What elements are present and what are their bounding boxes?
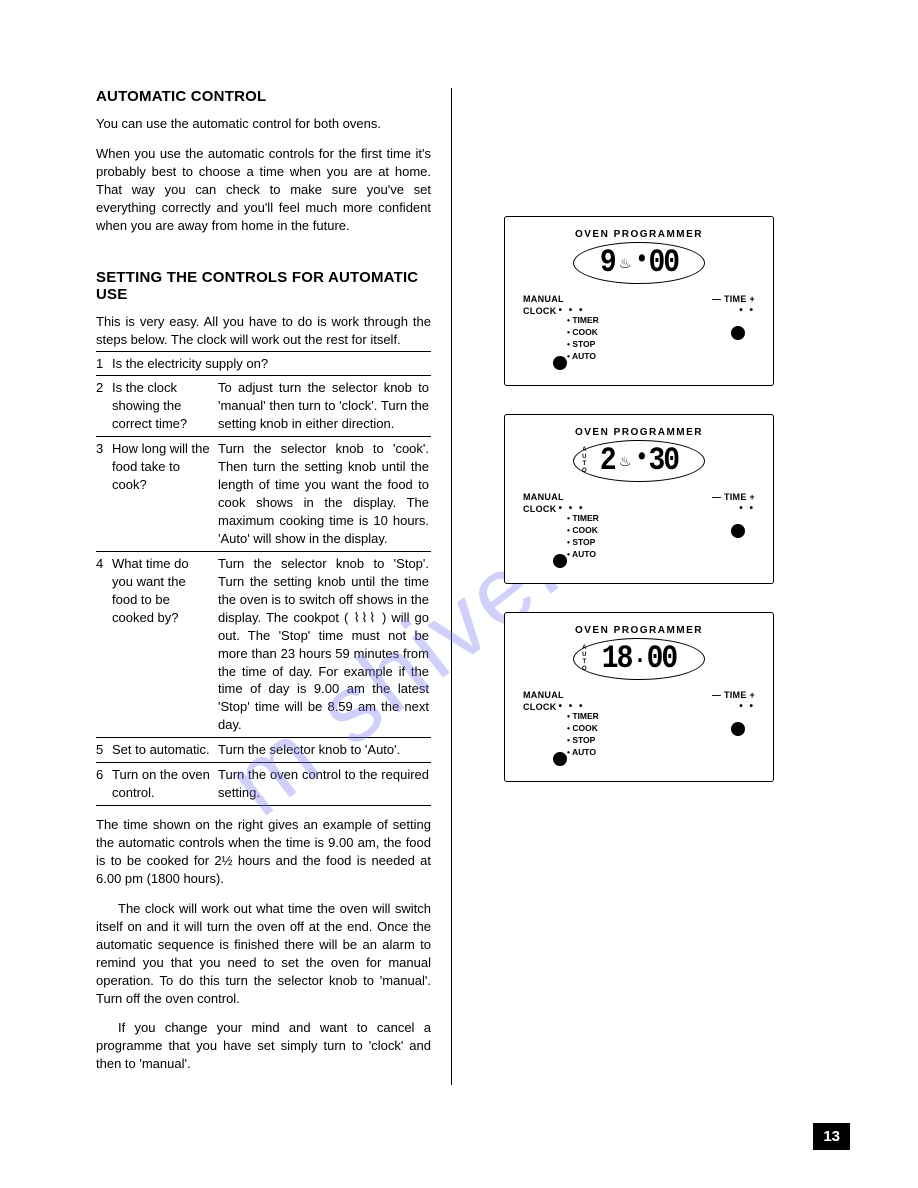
manual-label: MANUAL [523,690,564,700]
para-cancel: If you change your mind and want to canc… [96,1019,431,1073]
display-digits: 18 [602,641,632,677]
time-label: — TIME + [712,294,755,304]
time-dots: • • [739,701,755,712]
manual-label: MANUAL [523,294,564,304]
step-num: 2 [96,376,112,437]
panel-title: OVEN PROGRAMMER [505,229,773,240]
time-dots: • • [739,305,755,316]
setting-knob[interactable] [731,524,745,538]
step-num: 5 [96,738,112,763]
step-a: Turn the selector knob to 'cook'. Then t… [218,437,431,552]
clock-label: CLOCK [523,504,557,514]
table-row: 6 Turn on the oven control. Turn the ove… [96,763,431,806]
step-num: 3 [96,437,112,552]
left-column: AUTOMATIC CONTROL You can use the automa… [96,88,452,1085]
step-q: Set to automatic. [112,738,218,763]
oven-programmer-panel: OVEN PROGRAMMER AUTO 2 ♨ • 30 MANUAL CLO… [504,414,774,584]
table-row: 2 Is the clock showing the correct time?… [96,376,431,437]
para-intro-2: When you use the automatic controls for … [96,145,431,235]
display-separator: . [633,641,644,670]
selector-knob[interactable] [553,356,567,370]
lcd-display: AUTO 18 . 00 [573,638,705,680]
selector-knob[interactable] [553,554,567,568]
time-label: — TIME + [712,690,755,700]
display-separator: • [635,245,646,274]
table-row: 1 Is the electricity supply on? [96,351,431,376]
step-a: Turn the selector knob to 'Stop'. Turn t… [218,551,431,737]
page-number: 13 [813,1123,850,1150]
oven-programmer-panel: OVEN PROGRAMMER 9 ♨ • 00 MANUAL CLOCK • … [504,216,774,386]
right-column: OVEN PROGRAMMER 9 ♨ • 00 MANUAL CLOCK • … [476,88,850,1085]
display-digits: 00 [647,641,677,677]
display-digits: 9 [600,245,615,281]
clock-label: CLOCK [523,702,557,712]
display-digits: 00 [648,245,678,281]
lcd-display: AUTO 2 ♨ • 30 [573,440,705,482]
oven-programmer-panel: OVEN PROGRAMMER AUTO 18 . 00 MANUAL CLOC… [504,612,774,782]
setting-knob[interactable] [731,326,745,340]
panel-title: OVEN PROGRAMMER [505,427,773,438]
display-digits: 30 [648,443,678,479]
para-setting-intro: This is very easy. All you have to do is… [96,313,431,349]
table-row: 5 Set to automatic. Turn the selector kn… [96,738,431,763]
step-q: Is the electricity supply on? [112,351,431,376]
step-a: Turn the selector knob to 'Auto'. [218,738,431,763]
para-example: The time shown on the right gives an exa… [96,816,431,888]
auto-indicator: AUTO [582,447,587,475]
table-row: 3 How long will the food take to cook? T… [96,437,431,552]
para-clock-work: The clock will work out what time the ov… [96,900,431,1008]
cookpot-icon: ♨ [619,453,632,470]
step-q: What time do you want the food to be coo… [112,551,218,737]
auto-indicator: AUTO [582,645,587,673]
step-num: 4 [96,551,112,737]
heading-setting-controls: SETTING THE CONTROLS FOR AUTOMATIC USE [96,269,431,303]
step-num: 6 [96,763,112,806]
steps-table: 1 Is the electricity supply on? 2 Is the… [96,351,431,807]
cookpot-icon: ♨ [619,255,632,272]
step-q: How long will the food take to cook? [112,437,218,552]
step-a: To adjust turn the selector knob to 'man… [218,376,431,437]
selector-knob[interactable] [553,752,567,766]
manual-label: MANUAL [523,492,564,502]
step-num: 1 [96,351,112,376]
time-label: — TIME + [712,492,755,502]
step-q: Is the clock showing the correct time? [112,376,218,437]
heading-automatic-control: AUTOMATIC CONTROL [96,88,431,105]
step-a: Turn the oven control to the required se… [218,763,431,806]
clock-label: CLOCK [523,306,557,316]
para-intro-1: You can use the automatic control for bo… [96,115,431,133]
table-row: 4 What time do you want the food to be c… [96,551,431,737]
lcd-display: 9 ♨ • 00 [573,242,705,284]
display-digits: 2 [600,443,615,479]
panel-title: OVEN PROGRAMMER [505,625,773,636]
time-dots: • • [739,503,755,514]
step-q: Turn on the oven control. [112,763,218,806]
display-separator: • [635,443,646,472]
setting-knob[interactable] [731,722,745,736]
